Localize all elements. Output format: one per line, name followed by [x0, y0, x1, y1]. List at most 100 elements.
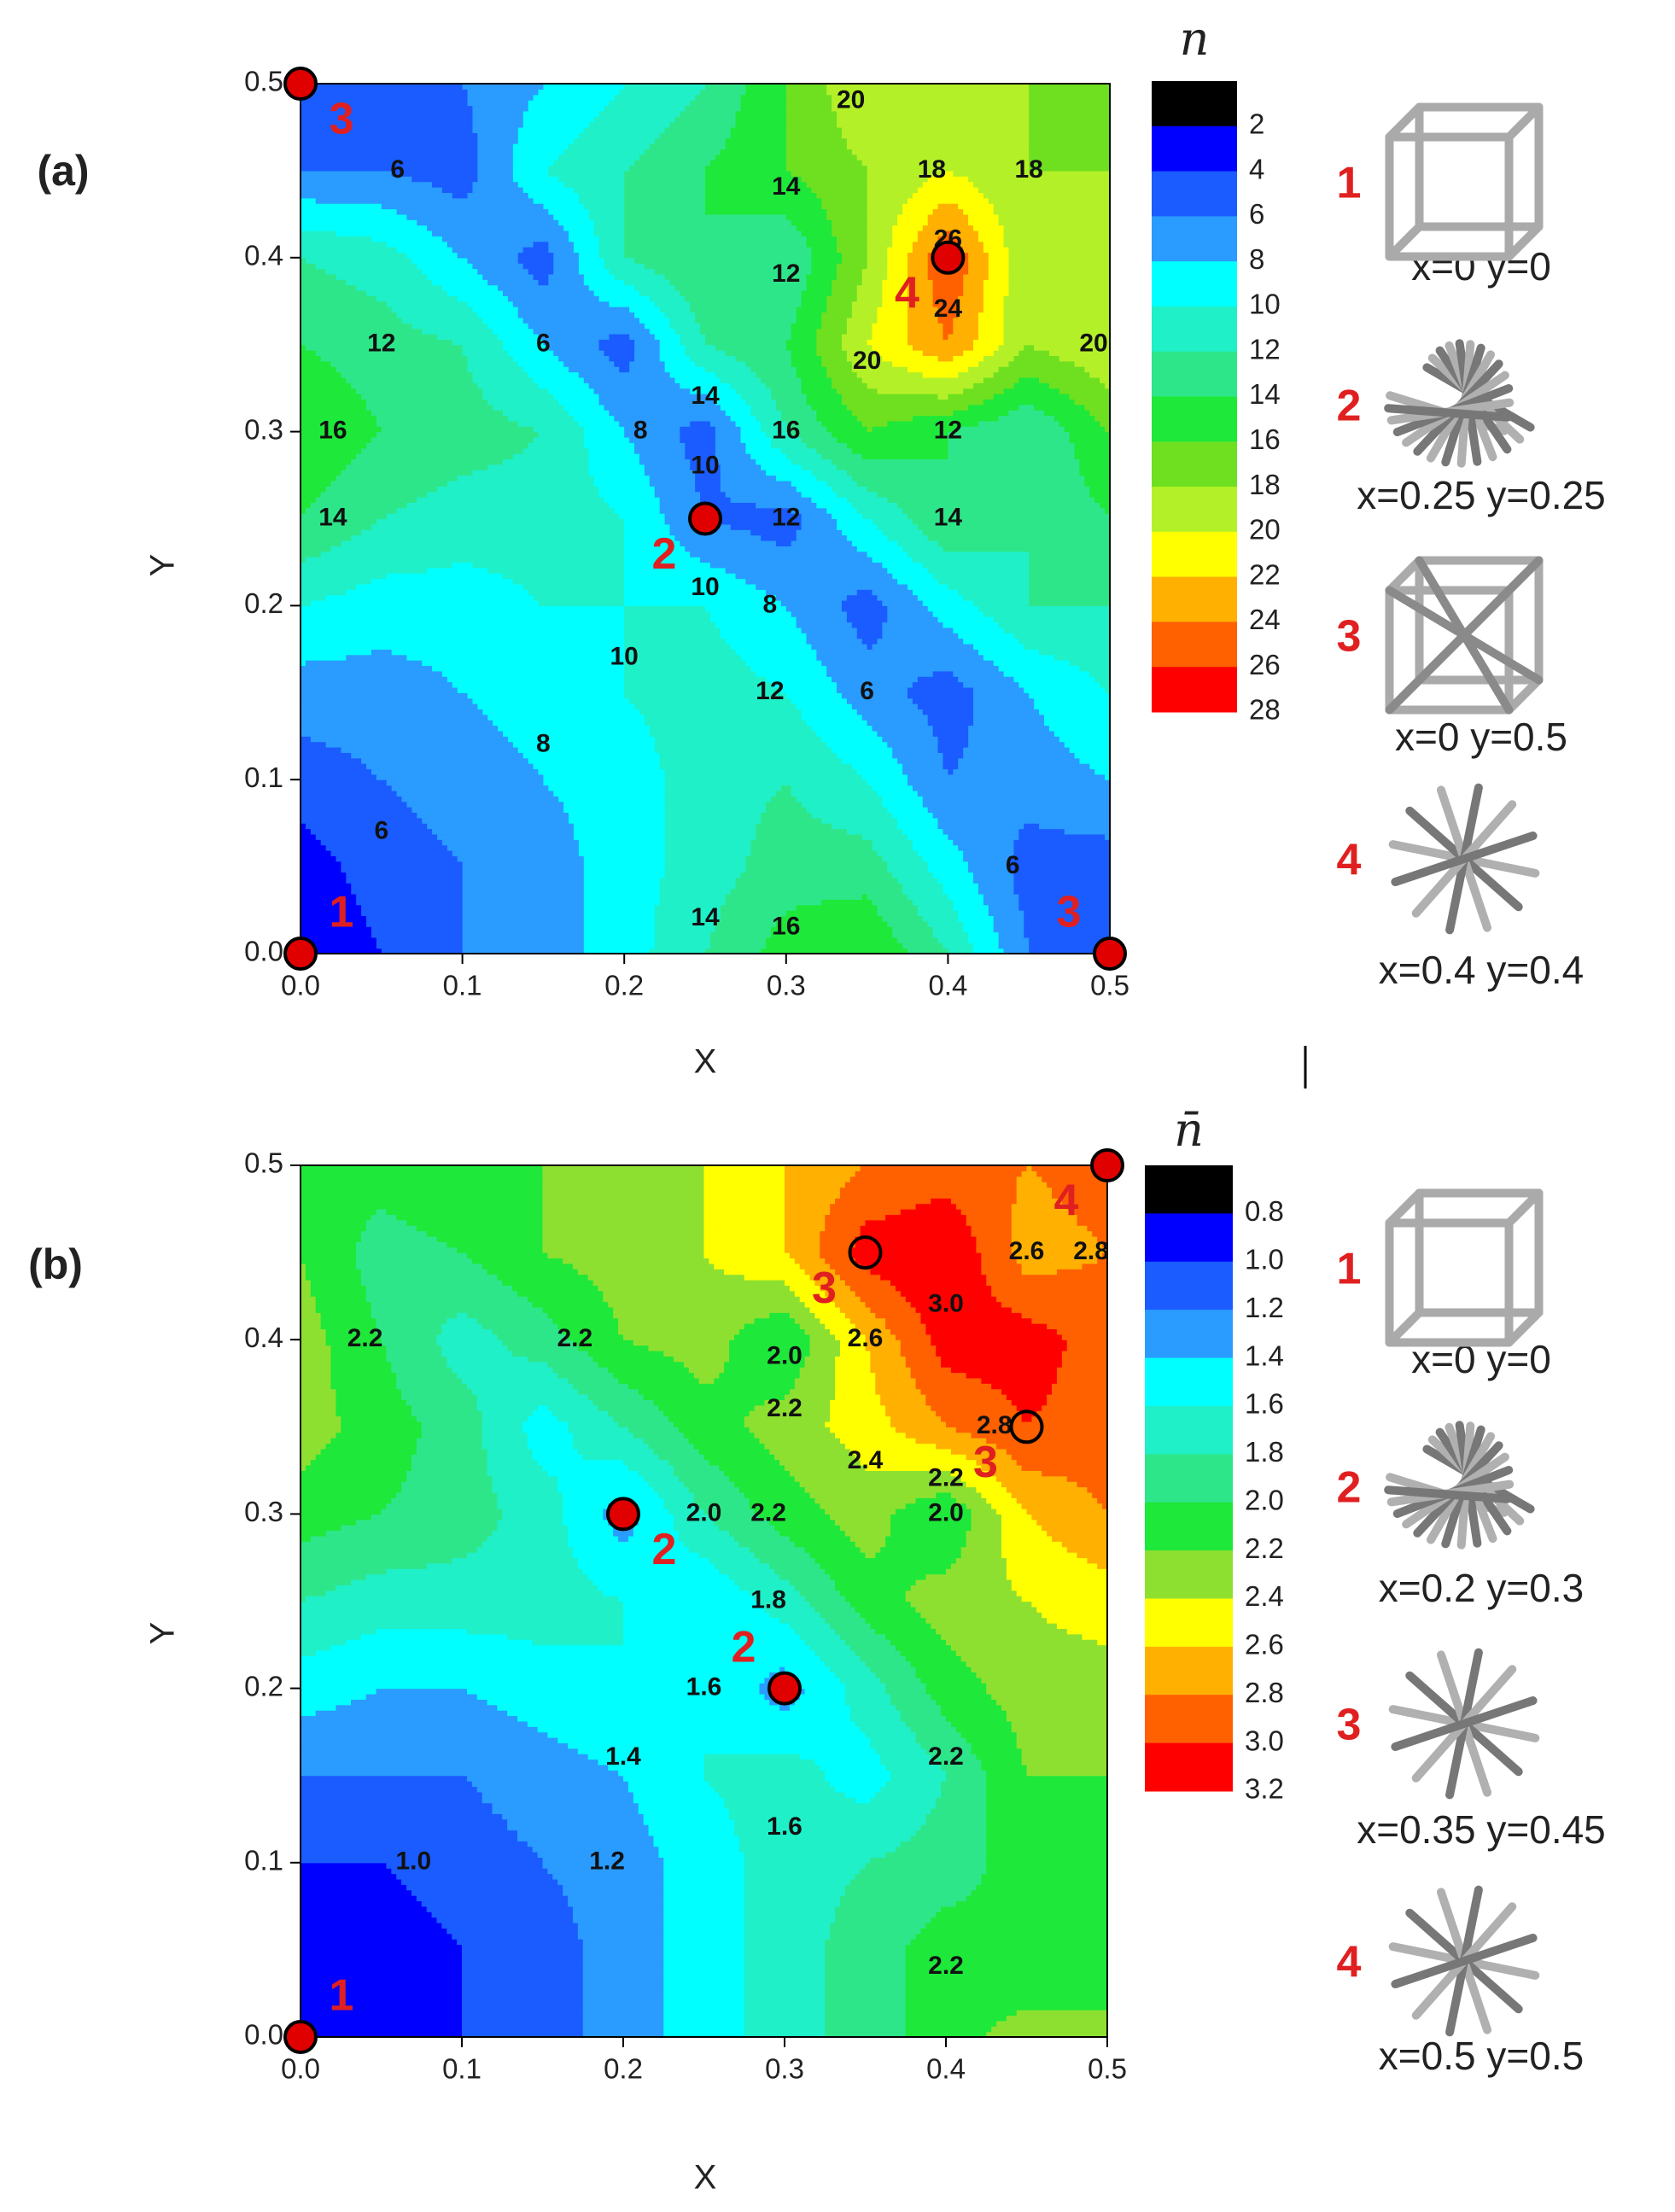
contour-cell: [890, 1775, 947, 1782]
contour-label: 2.8: [977, 1411, 1013, 1439]
contour-cell: [1029, 110, 1111, 117]
contour-cell: [733, 1535, 791, 1542]
contour-cell: [936, 1797, 987, 1804]
contour-cell: [745, 867, 888, 873]
colorbar-box: [1145, 1502, 1233, 1551]
contour-cell: [820, 1230, 861, 1237]
contour-cell: [467, 89, 540, 96]
contour-cell: [714, 1562, 770, 1569]
contour-cell: [301, 1252, 357, 1259]
contour-cell: [725, 491, 802, 498]
contour-cell: [841, 600, 883, 606]
contour-cell: [835, 1628, 876, 1635]
contour-cell: [371, 236, 443, 242]
contour-cell: [301, 817, 423, 824]
colorbar-box: [1152, 351, 1237, 397]
contour-cell: [890, 1693, 931, 1700]
contour-cell: [816, 344, 843, 351]
contour-cell: [761, 817, 822, 824]
contour-cell: [315, 1296, 367, 1303]
y-tick-label: 0.5: [244, 66, 283, 97]
contour-cell: [301, 1754, 589, 1760]
contour-cell: [910, 1585, 1013, 1591]
contour-cell: [502, 1339, 574, 1346]
contour-cell: [744, 1955, 826, 1962]
colorbar-tick-label: 1.4: [1245, 1339, 1284, 1371]
contour-cell: [943, 622, 1000, 628]
contour-cell: [835, 1579, 917, 1585]
contour-cell: [976, 1459, 1018, 1466]
contour-cell: [301, 279, 347, 286]
contour-cell: [582, 2004, 664, 2011]
contour-cell: [1064, 426, 1106, 433]
contour-cell: [301, 137, 478, 144]
contour-cell: [476, 1546, 574, 1553]
contour-cell: [892, 573, 934, 580]
contour-cell: [791, 785, 873, 791]
contour-cell: [462, 350, 509, 357]
contour-cell: [583, 426, 625, 433]
strut: [1385, 1188, 1424, 1228]
contour-cell: [936, 1345, 1068, 1351]
contour-cell: [785, 344, 817, 351]
contour-cell: [582, 1982, 664, 1989]
contour-cell: [654, 920, 716, 927]
contour-cell: [908, 692, 974, 699]
contour-cell: [538, 600, 625, 606]
contour-cell: [301, 1214, 372, 1221]
contour-cell: [851, 410, 954, 417]
contour-cell: [761, 464, 802, 470]
contour-cell: [902, 883, 944, 890]
contour-cell: [609, 268, 656, 275]
contour-cell: [806, 181, 868, 188]
contour-cell: [376, 295, 458, 302]
contour-cell: [1026, 1770, 1108, 1777]
contour-cell: [880, 1754, 931, 1760]
contour-cell: [624, 529, 671, 536]
contour-cell: [320, 355, 469, 362]
contour-cell: [598, 110, 680, 117]
contour-cell: [482, 709, 640, 715]
contour-cell: [835, 1585, 912, 1591]
contour-cell: [908, 284, 934, 291]
contour-cell: [457, 686, 625, 693]
contour-cell: [512, 170, 549, 177]
contour-cell: [301, 382, 352, 389]
contour-cell: [301, 686, 458, 693]
contour-cell: [825, 2015, 907, 2022]
contour-cell: [912, 697, 974, 704]
contour-cell: [825, 1258, 856, 1264]
contour-cell: [920, 1928, 1108, 1935]
contour-cell: [837, 247, 868, 254]
marker: [283, 2020, 318, 2054]
contour-cell: [902, 546, 944, 552]
contour-cell: [825, 2020, 907, 2027]
contour-cell: [846, 350, 878, 357]
contour-cell: [908, 295, 934, 302]
colorbar-tick-label: 18: [1249, 469, 1281, 500]
contour-cell: [512, 154, 559, 161]
contour-cell: [613, 1415, 669, 1422]
contour-cell: [936, 1802, 987, 1809]
contour-cell: [336, 1404, 412, 1411]
contour-cell: [533, 197, 580, 204]
contour-cell: [365, 1290, 518, 1297]
contour-cell: [305, 660, 423, 667]
contour-cell: [851, 447, 948, 454]
contour-cell: [1003, 670, 1090, 677]
contour-cell: [301, 540, 341, 546]
contour-cell: [330, 360, 469, 367]
contour-cell: [421, 1427, 483, 1433]
contour-cell: [336, 1394, 402, 1400]
contour-cell: [668, 1509, 705, 1515]
contour-cell: [839, 1633, 886, 1640]
contour-cell: [1087, 1557, 1108, 1564]
contour-cell: [771, 388, 802, 394]
contour-cell: [953, 328, 979, 335]
contour-cell: [794, 1258, 826, 1264]
contour-cell: [771, 931, 893, 938]
contour-cell: [892, 752, 944, 759]
contour-cell: [487, 1269, 579, 1275]
contour-cell: [1048, 725, 1111, 732]
contour-cell: [664, 773, 863, 780]
